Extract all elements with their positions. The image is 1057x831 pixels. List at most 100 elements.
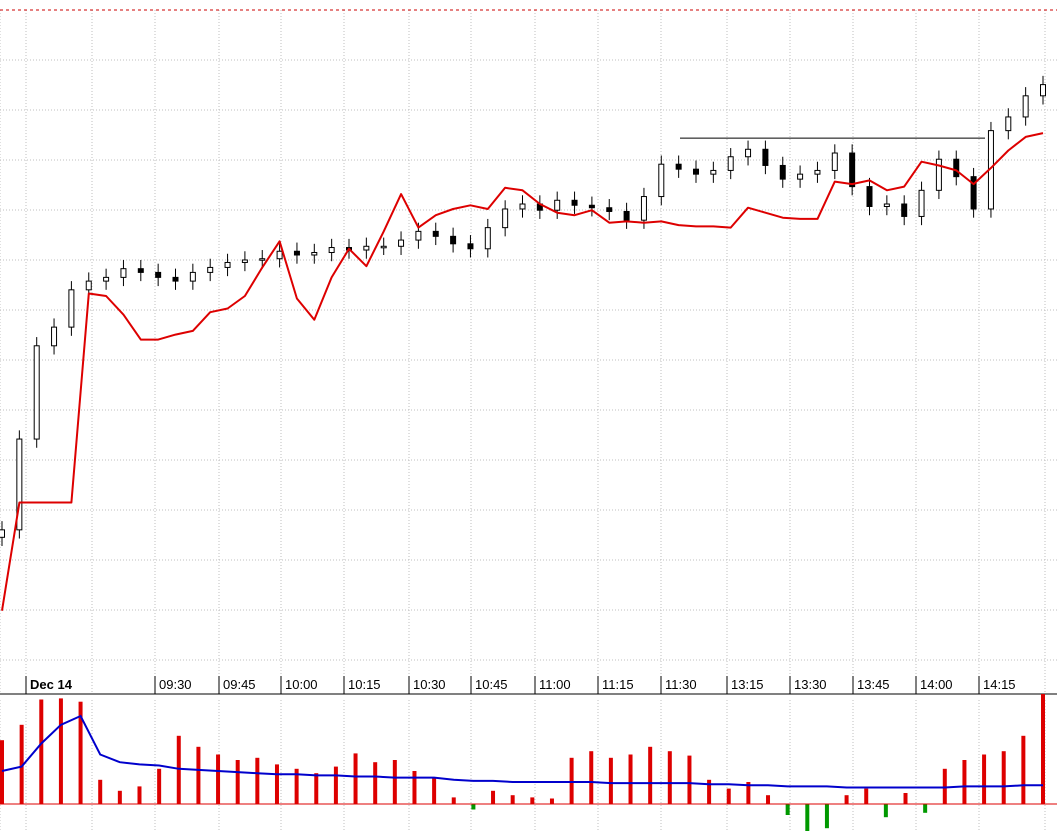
- volume-bar-up: [294, 768, 299, 804]
- candle-body: [1022, 95, 1029, 118]
- candle-body: [16, 438, 23, 531]
- candle-body: [85, 280, 92, 291]
- x-tick-label: Dec 14: [30, 677, 73, 692]
- candle-body: [1005, 116, 1012, 132]
- volume-bar-up: [864, 788, 869, 804]
- candlestick: [831, 144, 838, 180]
- candlestick: [519, 195, 526, 218]
- volume-bar-up: [746, 782, 751, 804]
- candlestick: [606, 199, 613, 221]
- candlestick: [172, 268, 179, 290]
- volume-bar-up: [510, 795, 515, 804]
- candle-body: [33, 345, 40, 440]
- candle-body: [658, 163, 665, 198]
- x-tick-label: 09:30: [159, 677, 192, 692]
- candlestick: [293, 242, 300, 264]
- grid-lines: [0, 10, 1057, 831]
- candle-body: [120, 268, 127, 278]
- candle-body: [189, 271, 196, 282]
- volume-bar-up: [333, 766, 338, 804]
- volume-bar-up: [373, 762, 378, 804]
- candle-body: [276, 250, 283, 260]
- candle-body: [450, 235, 457, 245]
- volume-bar-up: [137, 786, 142, 804]
- volume-bar-up: [117, 790, 122, 804]
- volume-bar-up: [0, 740, 4, 804]
- candlestick: [155, 263, 162, 287]
- volume-bar-up: [844, 795, 849, 804]
- candle-body: [155, 271, 162, 278]
- candle-body: [51, 326, 58, 347]
- volume-bar-up: [608, 757, 613, 804]
- candlestick: [224, 253, 231, 277]
- candle-body: [935, 158, 942, 191]
- candle-body: [675, 163, 682, 170]
- x-tick-label: 09:45: [223, 677, 256, 692]
- candle-body: [363, 245, 370, 251]
- candlestick: [450, 227, 457, 253]
- candlestick: [259, 250, 266, 269]
- volume-bar-up: [196, 746, 201, 804]
- candlestick: [241, 251, 248, 272]
- candle-body: [432, 230, 439, 237]
- x-tick-label: 10:45: [475, 677, 508, 692]
- price-panel: [0, 75, 1046, 611]
- candle-body: [953, 158, 960, 178]
- candle-body: [883, 203, 890, 207]
- candle-body: [137, 268, 144, 273]
- volume-bar-up: [58, 698, 63, 804]
- candlestick: [276, 242, 283, 268]
- candlestick: [1040, 75, 1046, 105]
- candle-body: [519, 203, 526, 210]
- volume-bar-up: [1041, 694, 1045, 804]
- candlestick: [0, 521, 5, 547]
- candlestick: [484, 218, 491, 258]
- candle-body: [241, 259, 248, 263]
- candle-body: [727, 156, 734, 171]
- candlestick: [16, 430, 23, 539]
- x-tick-label: 10:15: [348, 677, 381, 692]
- x-tick-label: 11:30: [665, 677, 697, 692]
- candlestick: [51, 318, 58, 355]
- volume-bar-down: [883, 804, 888, 818]
- volume-bar-up: [648, 746, 653, 804]
- candlestick: [918, 181, 925, 226]
- candlestick: [571, 191, 578, 214]
- volume-moving-average-line: [1, 714, 1043, 789]
- candle-body: [797, 173, 804, 180]
- volume-bar-up: [726, 788, 731, 804]
- candlestick: [953, 150, 960, 186]
- candle-body: [554, 199, 561, 211]
- candlestick: [33, 337, 40, 448]
- candlestick: [363, 237, 370, 259]
- candlestick: [380, 237, 387, 255]
- volume-bar-up: [1021, 735, 1026, 804]
- candlestick: [814, 161, 821, 183]
- volume-bar-up: [19, 724, 24, 804]
- volume-bar-up: [549, 798, 554, 804]
- volume-bar-up: [687, 755, 692, 804]
- candlestick: [901, 195, 908, 226]
- volume-bar-up: [98, 779, 103, 804]
- candle-body: [68, 289, 75, 328]
- volume-bar-up: [157, 768, 162, 804]
- candle-body: [745, 148, 752, 158]
- x-tick-label: 11:00: [539, 677, 571, 692]
- candlestick: [727, 148, 734, 180]
- volume-bar-up: [255, 757, 260, 804]
- volume-bar-up: [707, 779, 712, 804]
- volume-bar-up: [314, 773, 319, 804]
- candle-body: [588, 204, 595, 209]
- volume-bar-up: [903, 793, 908, 804]
- volume-bar-up: [491, 790, 496, 804]
- candle-body: [1040, 84, 1046, 97]
- volume-bar-down: [923, 804, 928, 813]
- volume-bar-up: [78, 701, 83, 804]
- volume-bar-up: [569, 757, 574, 804]
- volume-bar-up: [766, 795, 771, 804]
- candlestick: [779, 156, 786, 188]
- candlestick: [849, 144, 856, 196]
- candle-body: [640, 196, 647, 221]
